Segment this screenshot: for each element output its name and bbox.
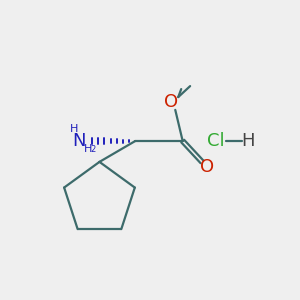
Text: H: H xyxy=(70,124,78,134)
Text: 2: 2 xyxy=(90,145,95,154)
Text: H: H xyxy=(84,143,92,154)
Text: Cl: Cl xyxy=(207,132,224,150)
Text: H: H xyxy=(241,132,255,150)
Text: N: N xyxy=(73,132,86,150)
Text: O: O xyxy=(200,158,214,176)
Text: O: O xyxy=(164,93,178,111)
